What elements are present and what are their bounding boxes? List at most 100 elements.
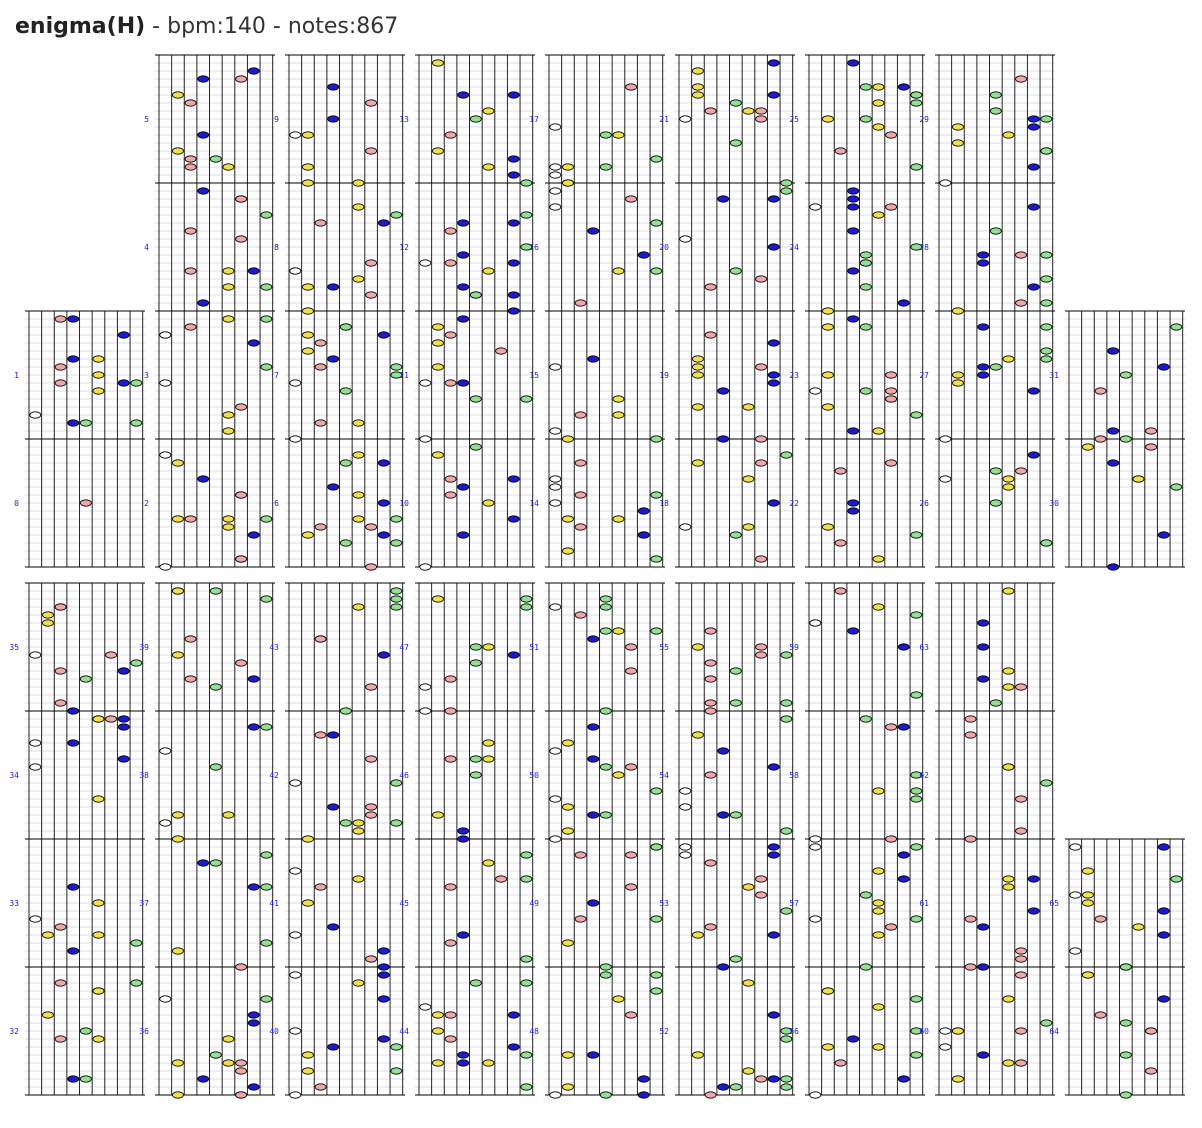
note [1170,875,1183,883]
note [767,499,780,507]
note [67,707,80,715]
note [260,851,273,859]
note [587,227,600,235]
note [314,731,327,739]
note [222,315,235,323]
note [587,635,600,643]
note [767,763,780,771]
measure-number: 34 [9,771,19,780]
note [482,739,495,747]
note [650,267,663,275]
note [432,811,444,819]
note [637,1091,650,1099]
note [327,483,340,491]
note [507,155,520,163]
note [507,91,520,99]
note [1015,299,1028,307]
note [780,1027,793,1035]
note [612,627,625,635]
note [235,235,248,243]
note [885,371,898,379]
note [507,1043,520,1051]
note [859,251,872,259]
note [302,899,314,907]
note [1094,387,1107,395]
measure-number: 62 [919,771,929,780]
note [859,323,872,331]
note [520,395,533,403]
note [910,915,923,923]
note [247,723,260,731]
note [235,75,248,83]
note [742,979,755,987]
note [390,603,403,611]
note [327,923,340,931]
note [704,331,717,339]
note [302,531,314,539]
note [222,163,235,171]
note [612,995,625,1003]
note [444,675,457,683]
note [419,435,432,443]
note [377,651,390,659]
measure-number: 3 [144,371,149,380]
note [469,979,482,987]
note [1002,1059,1015,1067]
note [780,827,793,835]
note [612,267,625,275]
note [1082,891,1094,899]
note [222,267,235,275]
note [1107,347,1120,355]
note [767,59,780,67]
note [989,363,1002,371]
note [352,275,365,283]
note [289,971,302,979]
note [549,123,562,131]
note [897,723,910,731]
note [1119,1091,1132,1099]
note [1157,531,1170,539]
note [549,171,562,179]
note [872,211,885,219]
note [507,259,520,267]
note [469,115,482,123]
note [469,395,482,403]
note [67,419,80,427]
note [1040,115,1053,123]
note [885,131,898,139]
note [130,659,143,667]
note [247,67,260,75]
note [507,515,520,523]
note [834,467,847,475]
note [482,643,495,651]
note [507,1011,520,1019]
note [755,651,768,659]
note [222,811,235,819]
note [599,163,612,171]
note [704,627,717,635]
note [599,707,612,715]
note [847,195,860,203]
measure-number: 30 [1049,499,1059,508]
note [184,99,197,107]
measure-number: 11 [399,371,409,380]
note [260,723,273,731]
note [625,851,638,859]
note [910,787,923,795]
note [897,299,910,307]
note [599,1091,612,1099]
note [457,531,470,539]
note [612,131,625,139]
note [184,163,197,171]
note [365,755,378,763]
note [444,131,457,139]
note [105,715,118,723]
note [339,707,352,715]
note [79,1075,92,1083]
note [1015,1027,1028,1035]
note [650,219,663,227]
note [1040,355,1053,363]
note [952,1075,964,1083]
measure-number: 25 [789,115,799,124]
note [222,523,235,531]
